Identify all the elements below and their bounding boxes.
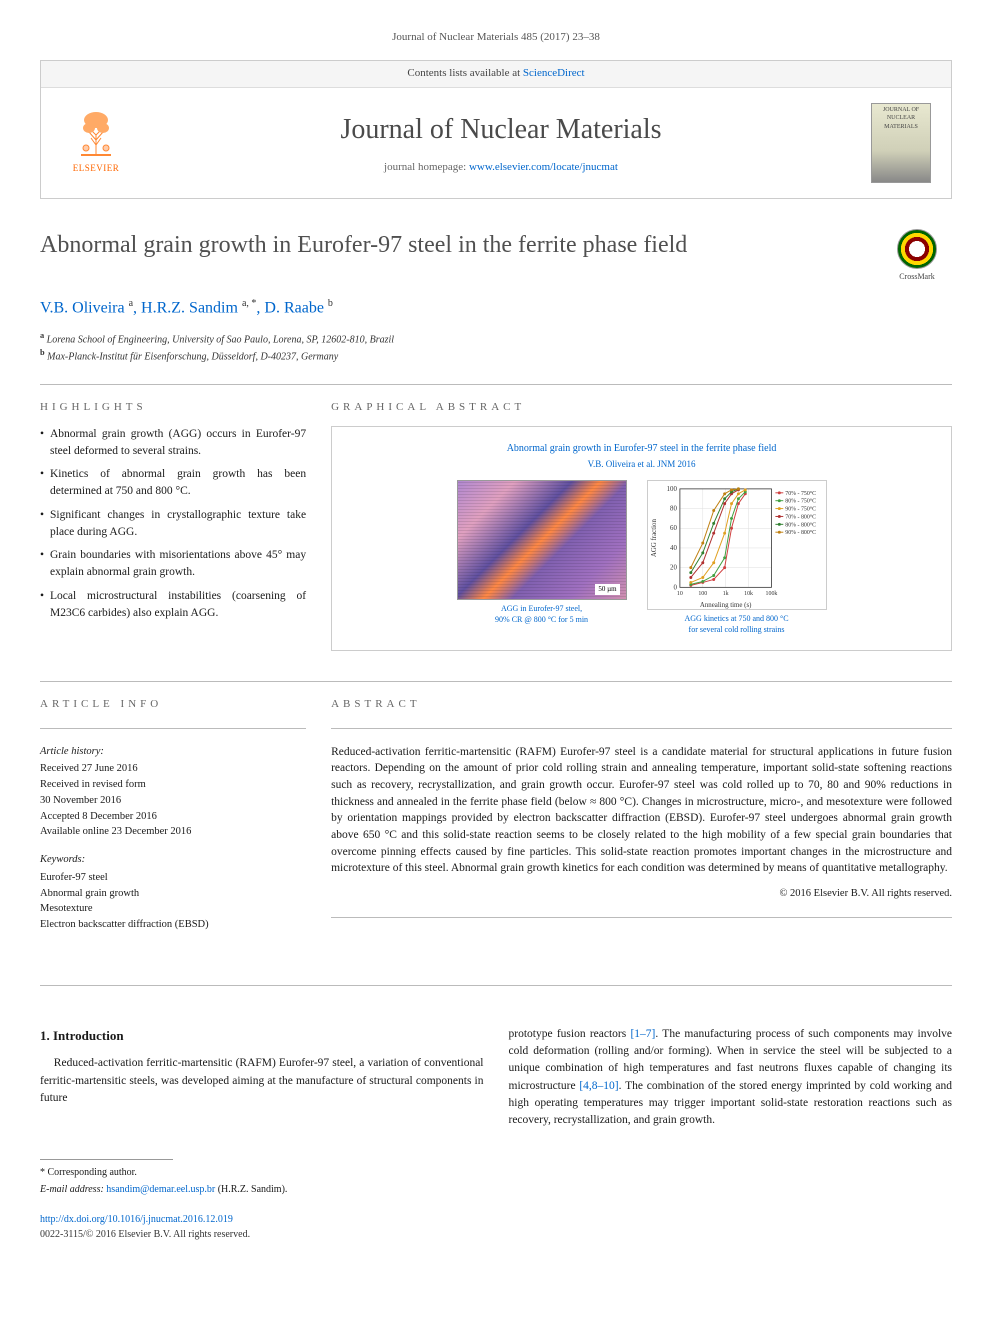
email-label: E-mail address: bbox=[40, 1184, 106, 1195]
svg-text:90% - 750°C: 90% - 750°C bbox=[785, 506, 816, 513]
kinetics-chart: 020406080100101001k10k100kAnnealing time… bbox=[647, 480, 827, 610]
highlight-item: Grain boundaries with misorientations ab… bbox=[40, 547, 306, 582]
svg-text:100: 100 bbox=[698, 592, 707, 598]
svg-text:40: 40 bbox=[670, 545, 677, 552]
email-name: (H.R.Z. Sandim). bbox=[215, 1184, 287, 1195]
svg-text:20: 20 bbox=[670, 565, 677, 572]
divider bbox=[40, 384, 952, 385]
keyword-line: Electron backscatter diffraction (EBSD) bbox=[40, 917, 306, 933]
ga-title: Abnormal grain growth in Eurofer-97 stee… bbox=[347, 442, 936, 456]
intro-heading: 1. Introduction bbox=[40, 1026, 484, 1046]
journal-name: Journal of Nuclear Materials bbox=[131, 110, 871, 149]
copyright: © 2016 Elsevier B.V. All rights reserved… bbox=[331, 887, 952, 902]
contents-bar: Contents lists available at ScienceDirec… bbox=[41, 61, 951, 87]
journal-cover-thumb[interactable]: JOURNAL OF NUCLEAR MATERIALS bbox=[871, 103, 931, 183]
micrograph-image bbox=[457, 480, 627, 600]
homepage-link[interactable]: www.elsevier.com/locate/jnucmat bbox=[469, 161, 618, 173]
authors-line: V.B. Oliveira a, H.R.Z. Sandim a, *, D. … bbox=[40, 297, 952, 320]
highlight-item: Abnormal grain growth (AGG) occurs in Eu… bbox=[40, 426, 306, 461]
svg-text:80: 80 bbox=[670, 506, 677, 513]
history-label: Article history: bbox=[40, 744, 306, 760]
affiliations: a Lorena School of Engineering, Universi… bbox=[40, 330, 952, 365]
corresponding-author: * Corresponding author. bbox=[40, 1165, 484, 1180]
divider bbox=[331, 728, 952, 729]
svg-text:1k: 1k bbox=[722, 592, 728, 598]
intro-text: prototype fusion reactors bbox=[509, 1028, 631, 1040]
footer: * Corresponding author. E-mail address: … bbox=[40, 1159, 952, 1242]
graphical-abstract-box: Abnormal grain growth in Eurofer-97 stee… bbox=[331, 426, 952, 651]
svg-text:70% - 800°C: 70% - 800°C bbox=[785, 514, 816, 521]
elsevier-tree-icon bbox=[71, 110, 121, 160]
history-line: Accepted 8 December 2016 bbox=[40, 809, 306, 825]
ga-caption-2-line1: AGG kinetics at 750 and 800 °C bbox=[647, 614, 827, 624]
svg-text:80% - 750°C: 80% - 750°C bbox=[785, 498, 816, 505]
highlight-item: Local microstructural instabilities (coa… bbox=[40, 588, 306, 623]
intro-paragraph-1: Reduced-activation ferritic-martensitic … bbox=[40, 1055, 484, 1107]
keyword-line: Abnormal grain growth bbox=[40, 886, 306, 902]
contents-text: Contents lists available at bbox=[407, 67, 522, 79]
elsevier-logo[interactable]: ELSEVIER bbox=[61, 110, 131, 175]
introduction-section: 1. Introduction Reduced-activation ferri… bbox=[40, 1026, 952, 1130]
email-link[interactable]: hsandim@demar.eel.usp.br bbox=[106, 1184, 215, 1195]
history-line: Received in revised form bbox=[40, 777, 306, 793]
ga-figure-2: 020406080100101001k10k100kAnnealing time… bbox=[647, 480, 827, 635]
divider bbox=[331, 917, 952, 918]
affiliation-line: b Max-Planck-Institut für Eisenforschung… bbox=[40, 347, 952, 364]
svg-text:10k: 10k bbox=[744, 592, 753, 598]
doi-link[interactable]: http://dx.doi.org/10.1016/j.jnucmat.2016… bbox=[40, 1214, 233, 1225]
history-line: Available online 23 December 2016 bbox=[40, 824, 306, 840]
svg-text:70% - 750°C: 70% - 750°C bbox=[785, 490, 816, 497]
journal-homepage: journal homepage: www.elsevier.com/locat… bbox=[131, 160, 871, 175]
highlight-item: Kinetics of abnormal grain growth has be… bbox=[40, 466, 306, 501]
graphical-abstract-label: GRAPHICAL ABSTRACT bbox=[331, 400, 952, 415]
history-line: 30 November 2016 bbox=[40, 793, 306, 809]
affiliation-line: a Lorena School of Engineering, Universi… bbox=[40, 330, 952, 347]
highlight-item: Significant changes in crystallographic … bbox=[40, 507, 306, 542]
elsevier-label: ELSEVIER bbox=[73, 162, 120, 175]
svg-text:Annealing time (s): Annealing time (s) bbox=[699, 602, 751, 609]
divider bbox=[40, 728, 306, 729]
divider bbox=[40, 681, 952, 682]
article-title: Abnormal grain growth in Eurofer-97 stee… bbox=[40, 229, 882, 263]
citation-link[interactable]: [1–7] bbox=[630, 1028, 655, 1040]
header-citation: Journal of Nuclear Materials 485 (2017) … bbox=[40, 30, 952, 45]
email-line: E-mail address: hsandim@demar.eel.usp.br… bbox=[40, 1182, 484, 1197]
article-info: Article history: Received 27 June 2016Re… bbox=[40, 744, 306, 933]
ga-figure-1: AGG in Eurofer-97 steel, 90% CR @ 800 °C… bbox=[457, 480, 627, 625]
svg-text:80% - 800°C: 80% - 800°C bbox=[785, 522, 816, 529]
homepage-label: journal homepage: bbox=[384, 161, 469, 173]
citation-link[interactable]: [4,8–10] bbox=[579, 1080, 618, 1092]
sciencedirect-link[interactable]: ScienceDirect bbox=[523, 67, 585, 79]
footnote-rule bbox=[40, 1159, 173, 1160]
ga-caption-1-line1: AGG in Eurofer-97 steel, bbox=[457, 604, 627, 614]
ga-subtitle: V.B. Oliveira et al. JNM 2016 bbox=[347, 458, 936, 471]
history-line: Received 27 June 2016 bbox=[40, 761, 306, 777]
svg-text:10: 10 bbox=[676, 592, 682, 598]
ga-caption-2-line2: for several cold rolling strains bbox=[647, 625, 827, 635]
intro-paragraph-2: prototype fusion reactors [1–7]. The man… bbox=[509, 1026, 953, 1130]
keyword-line: Eurofer-97 steel bbox=[40, 870, 306, 886]
svg-text:90% - 800°C: 90% - 800°C bbox=[785, 529, 816, 536]
svg-text:AGG fraction: AGG fraction bbox=[651, 519, 658, 558]
keywords-label: Keywords: bbox=[40, 852, 306, 868]
abstract-label: ABSTRACT bbox=[331, 697, 952, 712]
svg-text:100: 100 bbox=[666, 486, 677, 493]
article-info-label: ARTICLE INFO bbox=[40, 697, 306, 712]
svg-text:100k: 100k bbox=[765, 592, 777, 598]
svg-text:60: 60 bbox=[670, 526, 677, 533]
ga-caption-1-line2: 90% CR @ 800 °C for 5 min bbox=[457, 615, 627, 625]
divider bbox=[40, 985, 952, 986]
highlights-list: Abnormal grain growth (AGG) occurs in Eu… bbox=[40, 426, 306, 623]
keyword-line: Mesotexture bbox=[40, 901, 306, 917]
crossmark-icon bbox=[897, 229, 937, 269]
highlights-label: HIGHLIGHTS bbox=[40, 400, 306, 415]
crossmark-label: CrossMark bbox=[899, 271, 935, 282]
abstract-text: Reduced-activation ferritic-martensitic … bbox=[331, 744, 952, 877]
issn-line: 0022-3115/© 2016 Elsevier B.V. All right… bbox=[40, 1229, 250, 1240]
crossmark-widget[interactable]: CrossMark bbox=[882, 229, 952, 282]
journal-header-box: Contents lists available at ScienceDirec… bbox=[40, 60, 952, 198]
